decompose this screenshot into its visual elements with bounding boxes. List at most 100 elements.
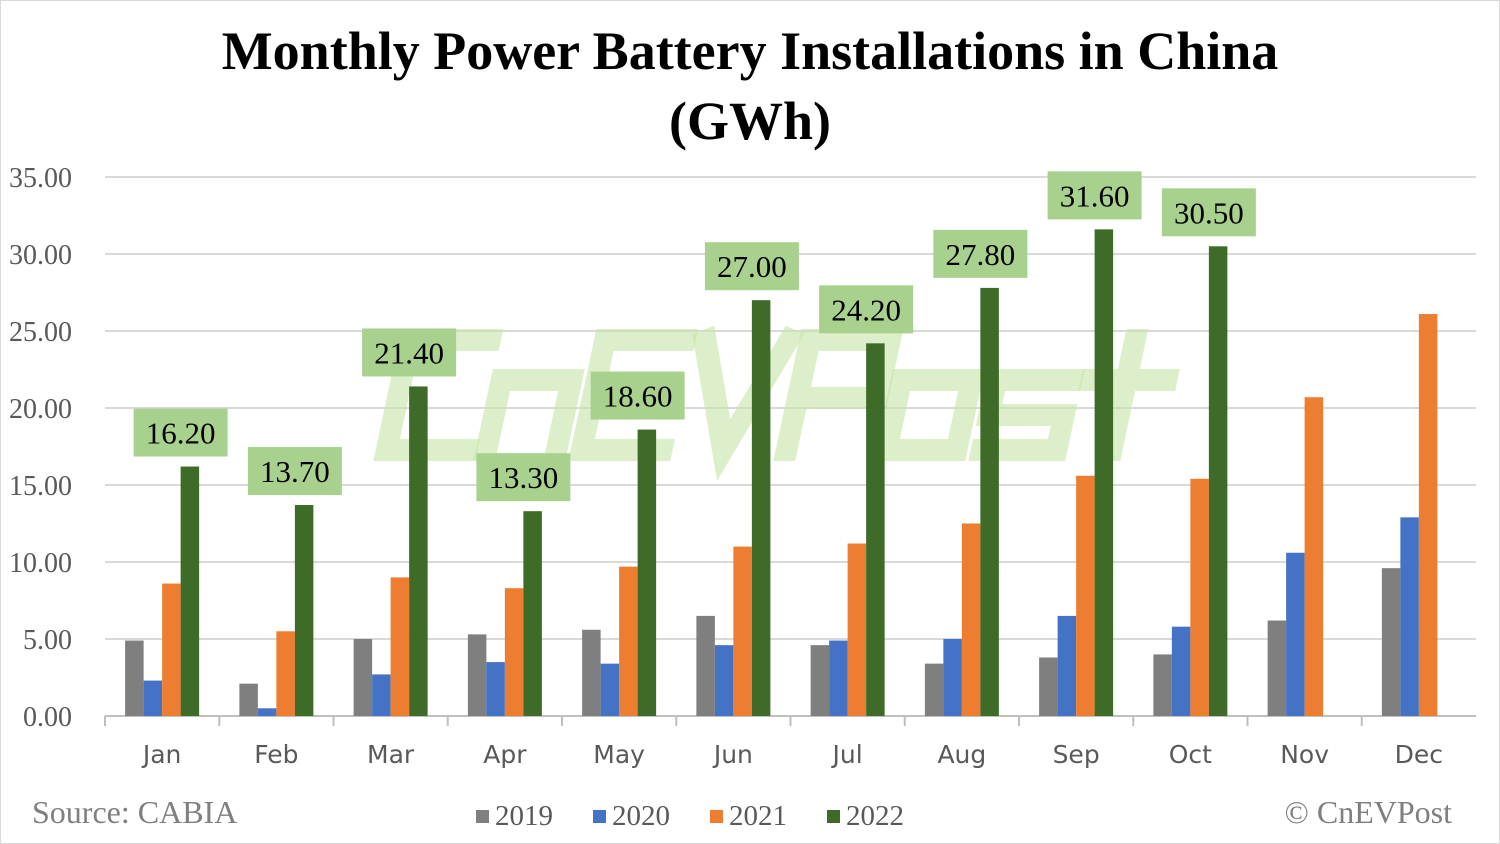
bar-2022-May: [637, 429, 657, 716]
bar-2020-May: [600, 663, 620, 716]
bar-2019-Sep: [1039, 657, 1058, 716]
bar-2020-Apr: [486, 662, 505, 716]
data-label: 27.00: [717, 249, 787, 284]
bar-2020-Aug: [943, 639, 962, 716]
legend-label: 2022: [846, 800, 904, 832]
bar-2021-Nov: [1304, 397, 1324, 716]
watermark-glyph: [968, 369, 1085, 461]
bar-2019-Jan: [125, 640, 144, 716]
bar-2022-Sep: [1094, 229, 1114, 717]
bar-2019-Feb: [239, 683, 258, 716]
x-tick-label: Dec: [1395, 740, 1443, 769]
bar-2021-Jun: [733, 546, 752, 716]
x-tick-label: Jan: [141, 740, 182, 769]
data-label-box: [819, 285, 914, 334]
data-label-box: [476, 453, 571, 502]
watermark-glyph: [692, 325, 805, 481]
data-label: 31.60: [1060, 178, 1130, 213]
bar-2020-Nov: [1286, 552, 1305, 716]
bar-2019-Jun: [696, 615, 715, 716]
bar-2019-Dec: [1381, 568, 1401, 716]
bar-2019-May: [582, 629, 601, 716]
legend-item-2020: 2020: [593, 800, 670, 833]
bar-2019-Jul: [810, 645, 830, 716]
legend-item-2021: 2021: [710, 800, 787, 833]
legend-label: 2021: [729, 800, 787, 832]
bar-2021-Mar: [390, 577, 410, 716]
data-label-box: [1047, 171, 1142, 220]
bar-2021-Oct: [1190, 478, 1209, 716]
bar-2020-Feb: [257, 708, 277, 716]
data-label: 18.60: [603, 379, 673, 414]
y-tick-label: 25.00: [9, 317, 72, 348]
legend-swatch: [476, 810, 489, 823]
y-tick-label: 20.00: [9, 394, 72, 425]
data-label: 13.70: [260, 454, 330, 489]
data-label: 21.40: [374, 335, 444, 370]
bar-2021-May: [619, 566, 638, 716]
legend-item-2022: 2022: [827, 800, 904, 833]
x-tick-label: Feb: [254, 740, 298, 769]
bar-2021-Sep: [1076, 475, 1095, 716]
y-tick-label: 30.00: [9, 240, 72, 271]
bar-2022-Mar: [409, 386, 428, 716]
x-tick-label: Aug: [937, 740, 986, 769]
y-tick-label: 35.00: [9, 163, 72, 194]
legend-swatch: [593, 810, 606, 823]
x-tick-label: May: [593, 740, 645, 769]
bar-2021-Jul: [847, 543, 867, 716]
bar-2019-Nov: [1267, 620, 1287, 716]
bar-2019-Oct: [1153, 654, 1172, 716]
bar-2022-Jan: [180, 466, 200, 716]
x-tick-label: Nov: [1280, 740, 1329, 769]
bar-2022-Apr: [523, 511, 542, 716]
copyright-note: © CnEVPost: [1284, 794, 1452, 830]
watermark-glyph: [473, 369, 585, 461]
x-tick-label: Sep: [1053, 740, 1100, 769]
data-label-box: [933, 229, 1028, 278]
legend-label: 2020: [612, 800, 670, 832]
y-tick-label: 0.00: [23, 702, 72, 733]
bar-2020-Oct: [1171, 626, 1191, 716]
watermark-logo: [373, 325, 1180, 481]
bar-2019-Mar: [353, 639, 373, 716]
x-tick-label: Jul: [831, 740, 863, 769]
bar-2022-Oct: [1208, 246, 1228, 717]
x-tick-label: Mar: [367, 740, 415, 769]
data-label-box: [247, 447, 342, 496]
data-label-box: [704, 242, 799, 291]
bar-2019-Aug: [924, 663, 944, 716]
data-label-box: [133, 408, 228, 457]
bar-2020-Jan: [143, 680, 163, 716]
legend-swatch: [710, 810, 723, 823]
watermark-glyph: [1078, 329, 1180, 461]
data-label: 30.50: [1174, 195, 1244, 230]
data-label: 16.20: [146, 416, 216, 451]
legend-item-2019: 2019: [476, 800, 553, 833]
x-tick-label: Apr: [483, 740, 527, 769]
bar-2020-Dec: [1400, 517, 1419, 716]
legend: 2019 2020 2021 2022: [476, 800, 944, 833]
watermark-glyph: [773, 329, 904, 461]
data-label: 13.30: [489, 460, 559, 495]
bar-2021-Jan: [162, 583, 181, 716]
bar-2021-Dec: [1418, 314, 1438, 716]
bar-2022-Jul: [866, 343, 885, 716]
x-tick-label: Jun: [712, 740, 753, 769]
bar-2021-Feb: [276, 631, 295, 716]
bar-2020-Mar: [372, 674, 391, 716]
y-tick-label: 5.00: [23, 625, 72, 656]
data-label-box: [1161, 188, 1256, 237]
chart-subtitle: (GWh): [669, 91, 831, 151]
chart-title: Monthly Power Battery Installations in C…: [221, 21, 1279, 81]
bar-2020-Jul: [829, 640, 848, 716]
legend-label: 2019: [495, 800, 553, 832]
bar-2021-Apr: [504, 588, 524, 716]
bar-2020-Jun: [714, 645, 734, 716]
bar-2022-Feb: [294, 505, 314, 716]
bar-2022-Jun: [751, 300, 771, 716]
bar-2022-Aug: [980, 287, 999, 716]
legend-swatch: [827, 810, 840, 823]
data-label: 24.20: [831, 292, 901, 327]
